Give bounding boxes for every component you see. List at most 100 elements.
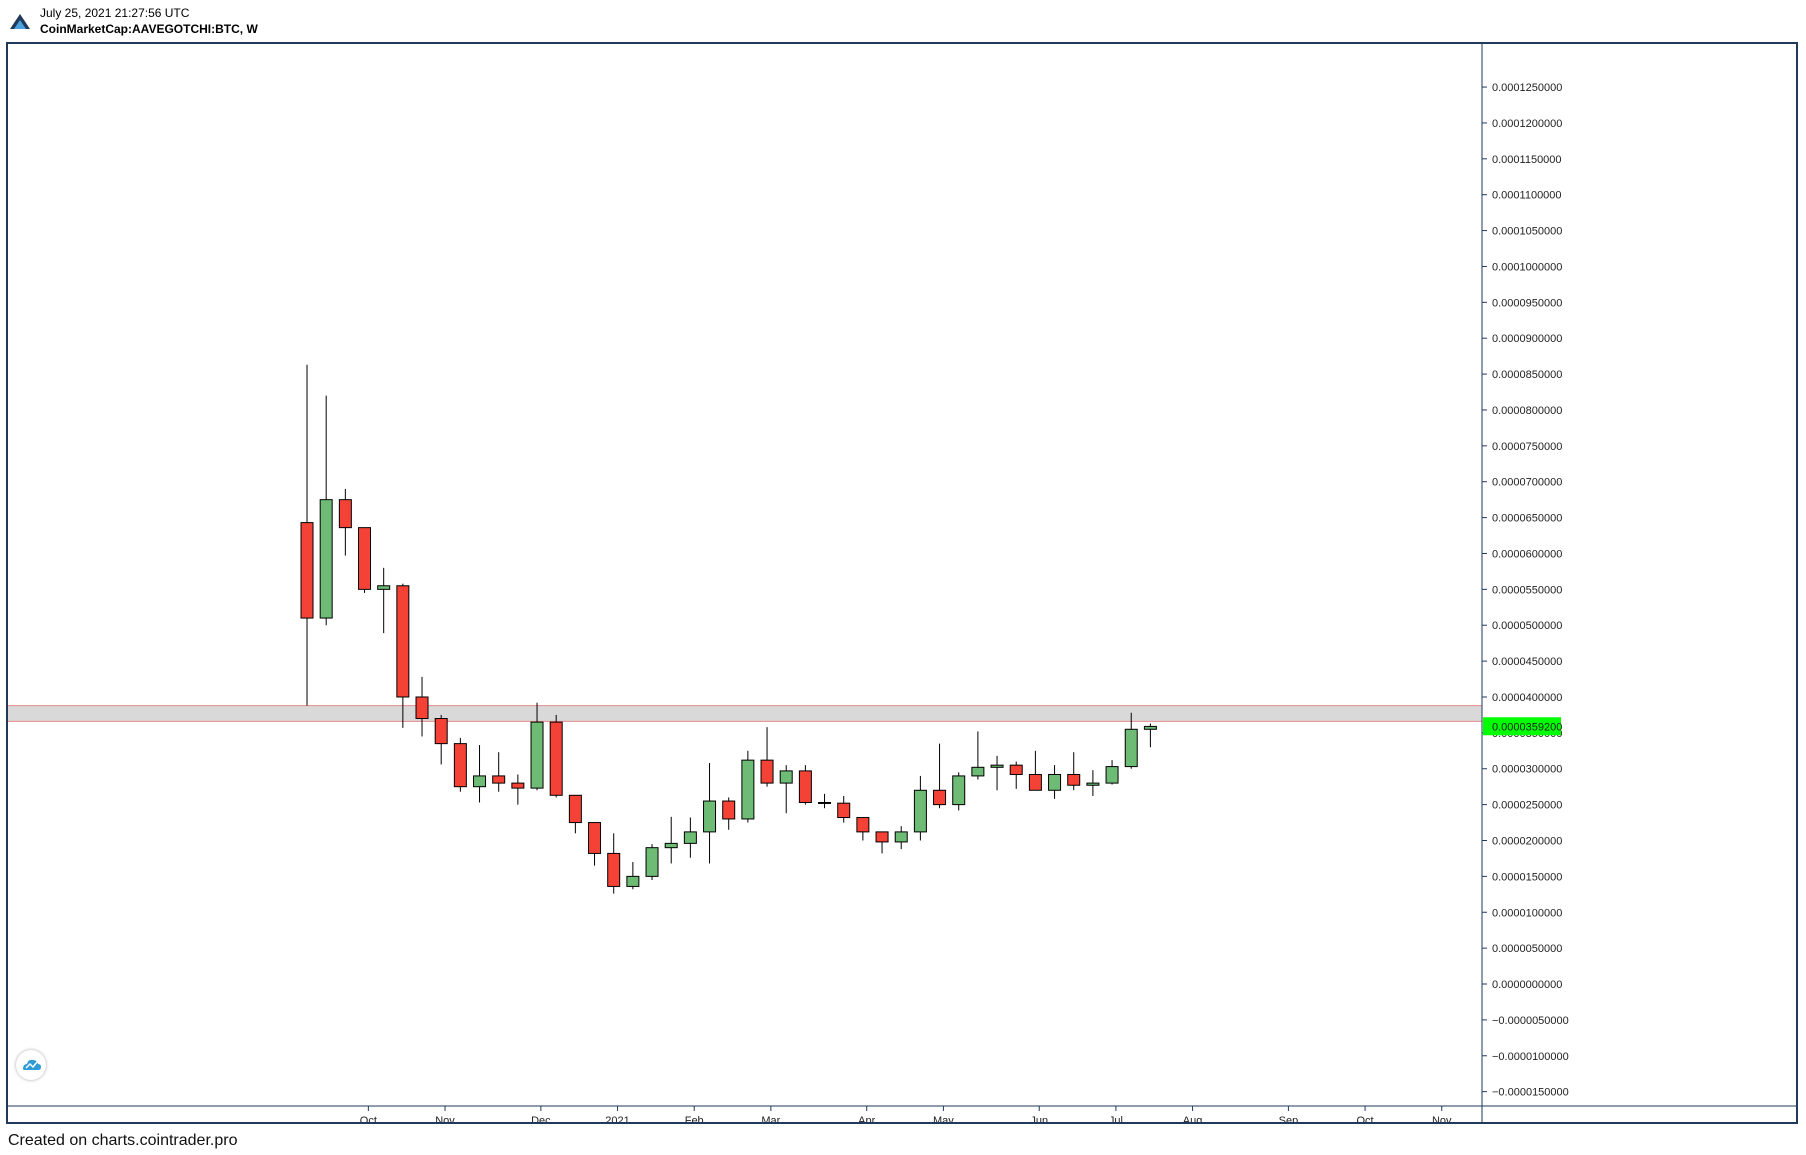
candle[interactable] xyxy=(377,567,391,634)
candle[interactable] xyxy=(1124,712,1138,769)
price-tick-label: 0.0000950000 xyxy=(1492,297,1562,309)
cointrader-logo-icon xyxy=(8,10,32,32)
candlestick-chart[interactable]: 0.0001250000 0.0001200000 0.0001150000 0.00… xyxy=(8,44,1796,1122)
price-tick-label: 0.0001150000 xyxy=(1492,154,1562,166)
time-tick-label: Oct xyxy=(1357,1115,1374,1122)
candle-body xyxy=(703,800,717,833)
candle[interactable] xyxy=(1067,752,1081,791)
candle[interactable] xyxy=(300,364,314,706)
candle[interactable] xyxy=(645,844,659,880)
candle[interactable] xyxy=(415,676,429,737)
price-tick-label: 0.0000150000 xyxy=(1492,871,1562,883)
price-tick-label: 0.0001050000 xyxy=(1492,226,1562,238)
price-tick-label: 0.0000100000 xyxy=(1492,907,1562,919)
candle-body xyxy=(837,802,851,819)
last-price-label: 0.0000359200 xyxy=(1492,721,1562,733)
candle[interactable] xyxy=(434,714,448,765)
price-tick-label: 0.0000700000 xyxy=(1492,477,1562,489)
candle-body xyxy=(1086,782,1100,786)
candle-body xyxy=(415,696,429,720)
last-price-layer: 0.0000359200 xyxy=(1483,717,1562,736)
candle[interactable] xyxy=(1143,723,1157,748)
price-tick-label: 0.0001200000 xyxy=(1492,118,1562,130)
price-tick-label: 0.0000550000 xyxy=(1492,584,1562,596)
candle-body xyxy=(1124,728,1138,768)
time-tick-label: May xyxy=(933,1115,954,1122)
candle[interactable] xyxy=(549,714,563,798)
candle-body xyxy=(492,775,506,784)
tradingview-badge[interactable] xyxy=(16,1050,46,1080)
candle-body xyxy=(396,585,410,698)
candle-body xyxy=(607,852,621,887)
candle[interactable] xyxy=(703,763,717,864)
candle-body xyxy=(933,789,947,806)
candle[interactable] xyxy=(453,737,467,792)
candle[interactable] xyxy=(358,527,372,593)
candle[interactable] xyxy=(933,743,947,809)
candle[interactable] xyxy=(607,833,621,894)
candle[interactable] xyxy=(530,702,544,791)
last-price-badge xyxy=(1483,717,1561,736)
candle-body xyxy=(856,817,870,833)
candle-body xyxy=(913,789,927,833)
price-axis[interactable]: 0.0001250000 0.0001200000 0.0001150000 0.00… xyxy=(1482,82,1569,1099)
candle[interactable] xyxy=(1009,761,1023,789)
time-tick-label: Oct xyxy=(360,1115,377,1122)
price-tick-label: −0.0000050000 xyxy=(1492,1015,1569,1027)
time-axis[interactable]: Oct Nov Dec 2021 Feb Mar Apr May Jun Jul Aug Sep Oct… xyxy=(360,1106,1452,1122)
candle[interactable] xyxy=(568,794,582,834)
candle[interactable] xyxy=(722,797,736,830)
chart-frame[interactable]: 0.0001250000 0.0001200000 0.0001150000 0.00… xyxy=(6,42,1798,1124)
candle-body xyxy=(588,822,602,854)
price-tick-label: 0.0000000000 xyxy=(1492,979,1562,991)
time-tick-label: Feb xyxy=(685,1115,704,1122)
candle-body xyxy=(453,743,467,788)
price-tick-label: 0.0000850000 xyxy=(1492,369,1562,381)
candle[interactable] xyxy=(741,750,755,823)
candle[interactable] xyxy=(760,727,774,787)
candle[interactable] xyxy=(338,488,352,556)
candle-body xyxy=(626,875,640,887)
candle-body xyxy=(990,764,1004,768)
candle[interactable] xyxy=(875,831,889,854)
candle-body xyxy=(952,775,966,806)
candle-body xyxy=(549,721,563,796)
candle[interactable] xyxy=(473,745,487,803)
candle-body xyxy=(1009,764,1023,775)
candle[interactable] xyxy=(913,775,927,841)
candle-body xyxy=(1067,773,1081,786)
candle[interactable] xyxy=(1086,770,1100,797)
candle[interactable] xyxy=(396,583,410,728)
candle[interactable] xyxy=(664,816,678,864)
time-tick-label: Sep xyxy=(1279,1115,1299,1122)
price-tick-label: 0.0000650000 xyxy=(1492,513,1562,525)
candle[interactable] xyxy=(683,817,697,858)
candle[interactable] xyxy=(856,817,870,841)
candle[interactable] xyxy=(798,765,812,805)
candle[interactable] xyxy=(779,765,793,814)
candle-body xyxy=(722,800,736,820)
candle[interactable] xyxy=(990,755,1004,791)
candle-body xyxy=(971,766,985,777)
candle[interactable] xyxy=(1105,760,1119,785)
candle[interactable] xyxy=(588,822,602,866)
candle[interactable] xyxy=(837,796,851,823)
price-tick-label: −0.0000150000 xyxy=(1492,1087,1569,1099)
candle-body xyxy=(434,718,448,745)
candle-body xyxy=(664,842,678,849)
candle[interactable] xyxy=(626,862,640,890)
candle[interactable] xyxy=(971,731,985,780)
candle[interactable] xyxy=(511,774,525,805)
candle[interactable] xyxy=(319,395,333,626)
candle-body xyxy=(779,770,793,784)
candle[interactable] xyxy=(1028,750,1042,791)
tradingview-cloud-icon xyxy=(23,1059,41,1070)
candle[interactable] xyxy=(894,826,908,850)
price-tick-label: 0.0000800000 xyxy=(1492,405,1562,417)
candle[interactable] xyxy=(492,752,506,792)
candle-body xyxy=(645,847,659,877)
candle[interactable] xyxy=(818,793,832,809)
time-tick-label: Aug xyxy=(1183,1115,1203,1122)
candle[interactable] xyxy=(952,772,966,811)
candle[interactable] xyxy=(1048,765,1062,799)
